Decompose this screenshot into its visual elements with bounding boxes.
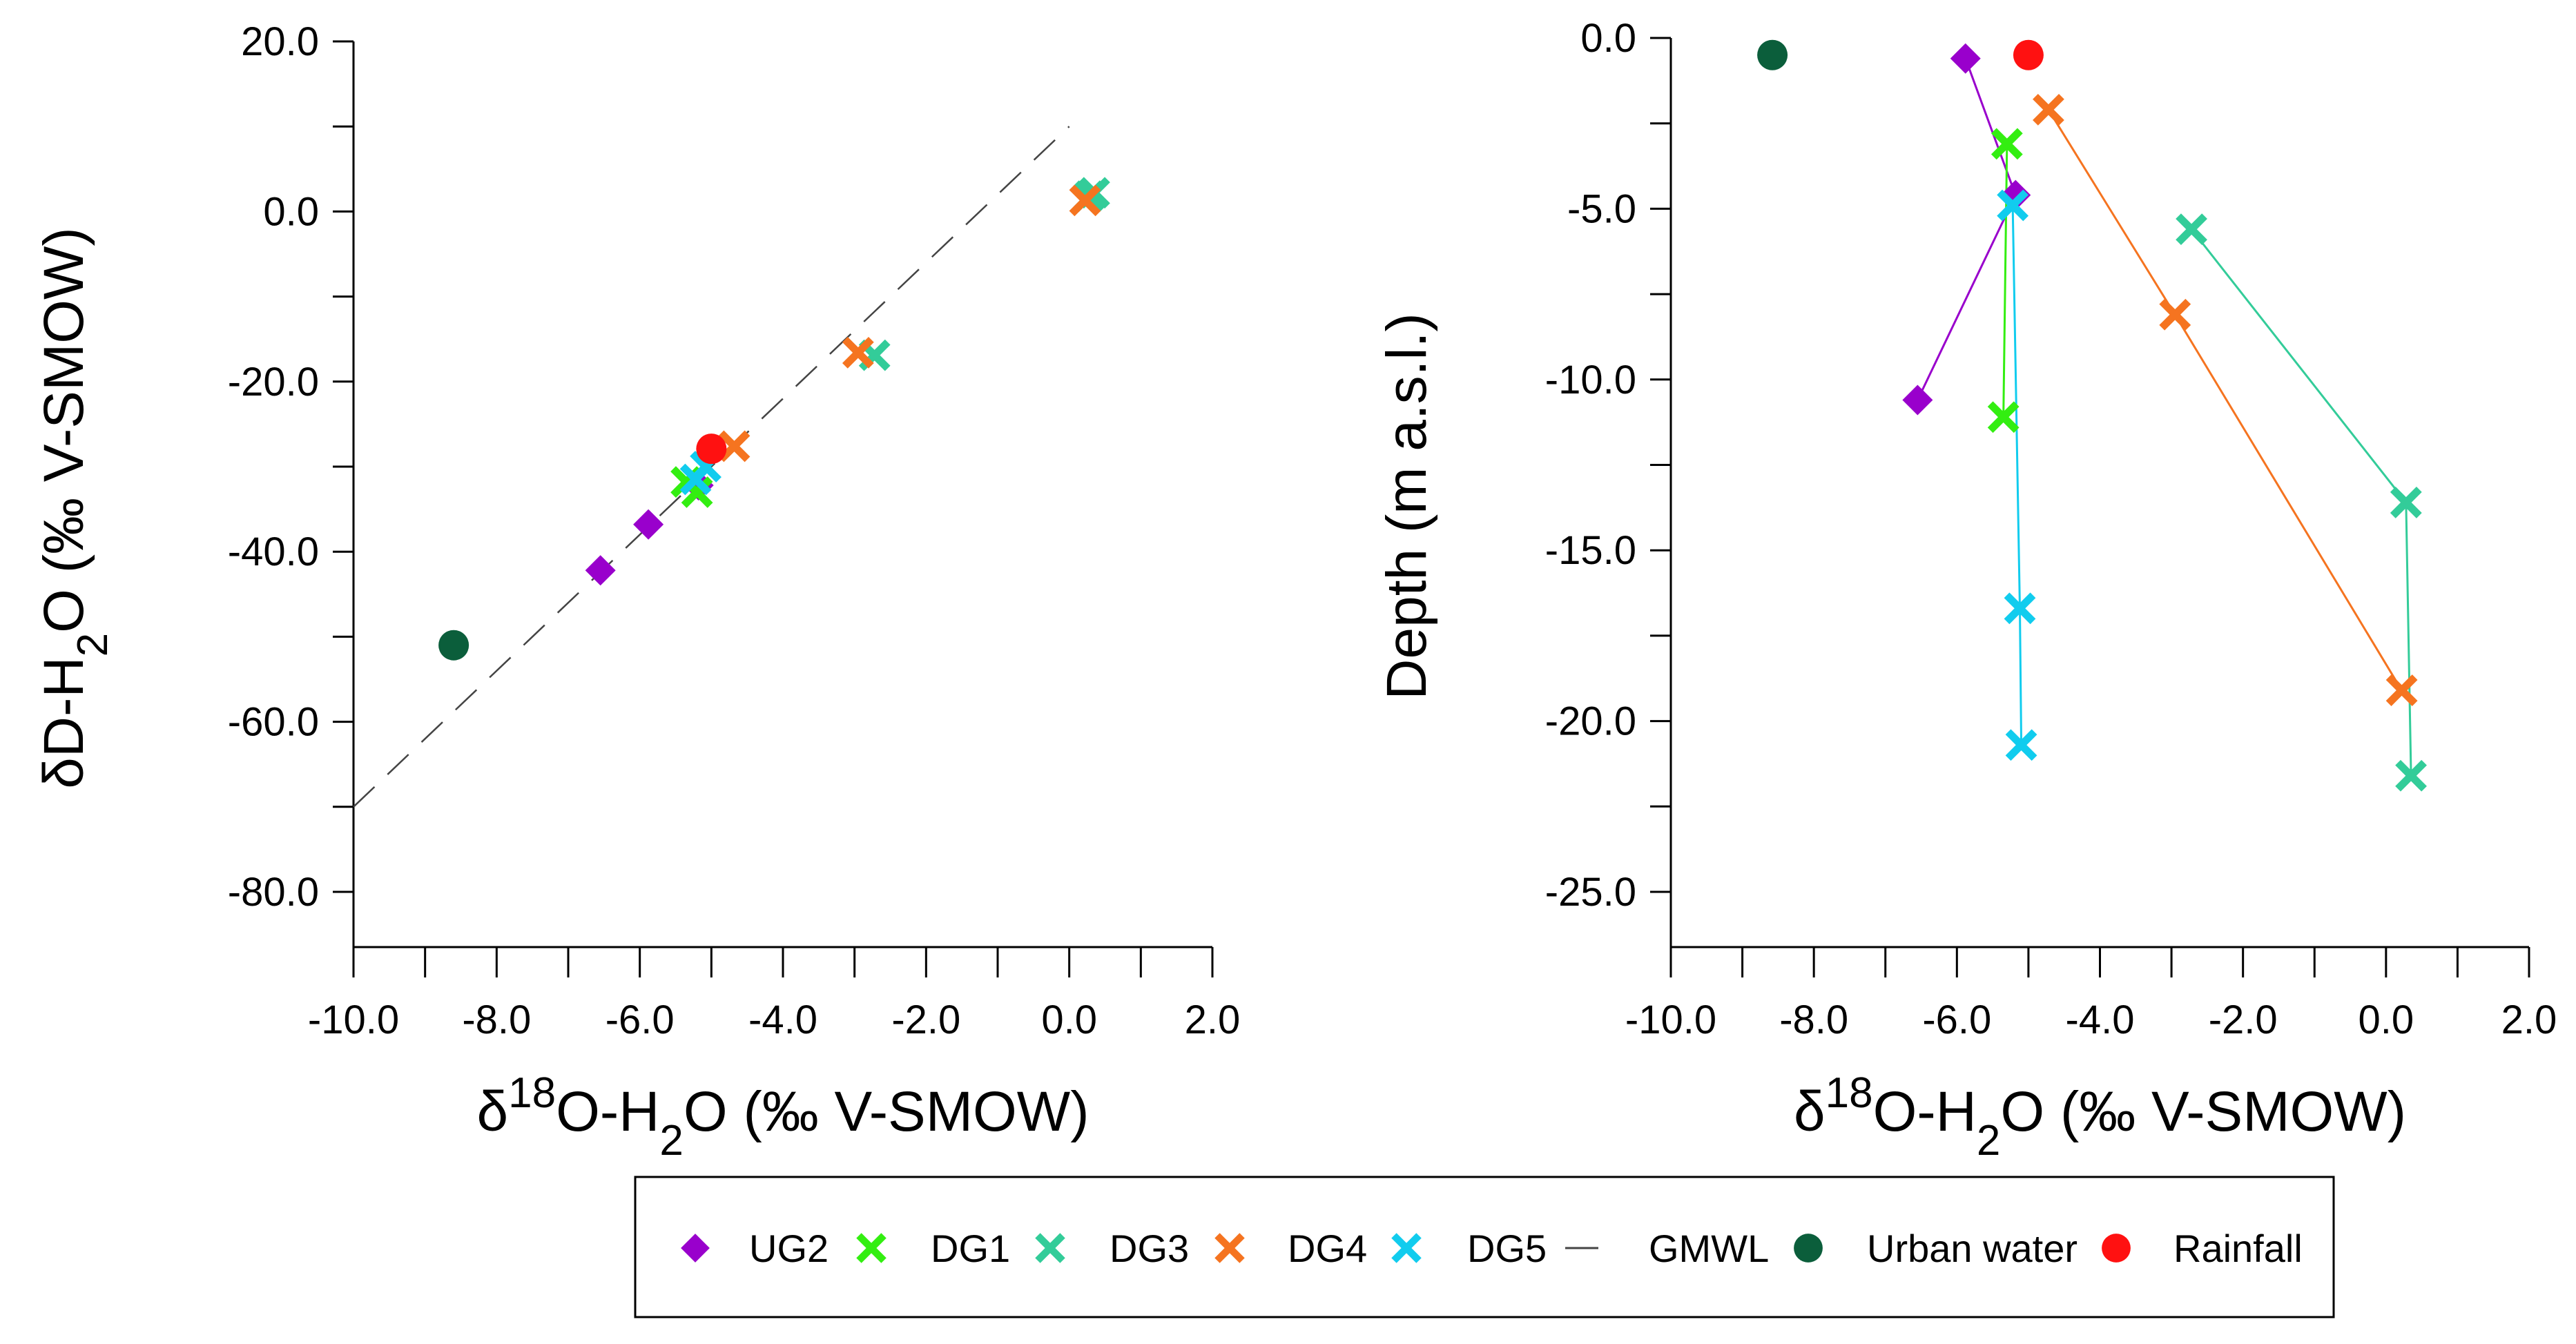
right-dg3-line: [2190, 228, 2412, 776]
right-dg5-point: [2005, 729, 2037, 761]
right-x-tick-label: -2.0: [2209, 997, 2278, 1042]
legend-dg4-marker: [1214, 1233, 1245, 1263]
right-dg4-point: [2385, 674, 2418, 706]
left-x-tick-label: -4.0: [748, 997, 817, 1042]
left-dg4-point: [842, 337, 874, 369]
legend-rainfall-label: Rainfall: [2173, 1227, 2303, 1270]
legend-dg3-marker: [1035, 1233, 1065, 1263]
right-y-axis-title: Depth (m a.s.l.): [1375, 313, 1438, 699]
legend-dg1-marker: [856, 1233, 887, 1263]
right-ug2-line: [1917, 58, 2017, 401]
legend-dg5-marker: [1391, 1233, 1422, 1263]
right-depth-panel: 0.0 -5.0 -10.0 -15.0 -20.0 -25.0 -10.0 -8.0 -6.0…: [1375, 16, 2557, 1165]
right-dg4-point: [2033, 94, 2064, 126]
left-ug2-point: [633, 509, 664, 540]
left-y-tick-label: -40.0: [228, 529, 319, 574]
left-y-tick-label: -60.0: [228, 700, 319, 745]
right-y-tick-label: -5.0: [1567, 186, 1636, 231]
right-y-tick-label: -25.0: [1545, 870, 1636, 915]
legend-ug2-marker: [681, 1234, 710, 1263]
right-x-axis-title: δ18O-H2O (‰ V-SMOW): [1794, 1069, 2406, 1165]
right-dg1-point: [1987, 401, 2020, 434]
left-x-tick-label: -8.0: [462, 997, 531, 1042]
left-x-tick-label: -2.0: [891, 997, 960, 1042]
left-dg5-point: [679, 463, 712, 496]
left-x-tick-label: -6.0: [606, 997, 675, 1042]
right-y-tick-label: -15.0: [1545, 528, 1636, 573]
right-dg5-point: [1997, 189, 2029, 222]
right-y-tick-label: -20.0: [1545, 699, 1636, 744]
legend-dg5-label: DG5: [1467, 1227, 1547, 1270]
left-x-axis-title: δ18O-H2O (‰ V-SMOW): [476, 1069, 1089, 1165]
right-x-tick-label: -8.0: [1779, 997, 1848, 1042]
left-dg4-point: [1069, 184, 1101, 217]
legend-frame: [634, 1176, 2335, 1318]
left-dg4-point: [718, 430, 750, 462]
left-y-axis-title: δD-H2O (‰ V-SMOW): [32, 227, 117, 789]
legend-urban-water-marker: [1794, 1234, 1823, 1263]
right-dg4-line: [2047, 109, 2403, 691]
legend-dg1-label: DG1: [931, 1227, 1010, 1270]
left-y-tick-label: 0.0: [263, 189, 319, 234]
left-x-tick-label: 2.0: [1185, 997, 1241, 1042]
left-ug2-point: [585, 555, 616, 586]
right-x-tick-label: 2.0: [2501, 997, 2557, 1042]
right-dg3-point: [2176, 213, 2207, 245]
right-x-tick-label: 0.0: [2359, 997, 2414, 1042]
right-ug2-point: [1902, 384, 1933, 416]
right-x-tick-label: -10.0: [1625, 997, 1716, 1042]
right-rainfall-point: [2013, 39, 2044, 70]
right-dg5-line: [2011, 205, 2023, 746]
left-gmwl-line: [353, 126, 1070, 808]
left-x-tick-label: -10.0: [308, 997, 399, 1042]
right-dg1-point: [1991, 128, 2023, 160]
legend-dg3-label: DG3: [1110, 1227, 1189, 1270]
legend-dg4-label: DG4: [1288, 1227, 1367, 1270]
left-urban-water-point: [438, 630, 469, 661]
right-dg4-point: [2159, 298, 2191, 331]
right-dg5-point: [2004, 592, 2036, 625]
left-scatter-panel: 20.0 0.0 -20.0 -40.0 -60.0 -80.0 -10.0 -8.0 -6.0…: [32, 19, 1240, 1165]
left-y-tick-label: -80.0: [228, 870, 319, 915]
legend-rainfall-marker: [2102, 1234, 2131, 1263]
right-dg1-line: [2002, 144, 2008, 418]
legend-ug2-label: UG2: [749, 1227, 829, 1270]
legend-urban-water-label: Urban water: [1867, 1227, 2078, 1270]
right-y-tick-label: 0.0: [1580, 16, 1636, 61]
right-dg3-point: [2390, 487, 2422, 518]
left-y-tick-label: 20.0: [241, 19, 319, 64]
left-x-tick-label: 0.0: [1041, 997, 1097, 1042]
right-x-tick-label: -4.0: [2066, 997, 2135, 1042]
right-x-tick-label: -6.0: [1922, 997, 1991, 1042]
right-dg3-point: [2395, 759, 2427, 792]
left-y-tick-label: -20.0: [228, 360, 319, 405]
legend-gmwl-label: GMWL: [1649, 1227, 1769, 1270]
right-urban-water-point: [1757, 39, 1788, 70]
right-ug2-point: [1950, 43, 1981, 74]
left-rainfall-point: [696, 434, 727, 465]
legend: UG2 DG1 DG3 DG4 DG5 GMWL Urban water Rainfall: [634, 1176, 2335, 1318]
right-y-tick-label: -10.0: [1545, 358, 1636, 402]
